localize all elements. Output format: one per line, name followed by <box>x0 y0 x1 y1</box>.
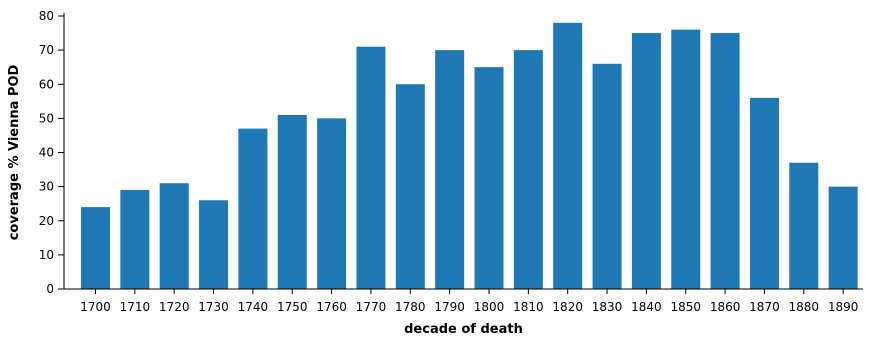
bar-1820 <box>553 22 583 289</box>
bar-1740 <box>238 128 268 289</box>
bar-1870 <box>749 97 779 290</box>
x-tick-label-1760: 1760 <box>316 300 347 314</box>
bar-1800 <box>474 67 504 289</box>
x-tick-label-1770: 1770 <box>356 300 387 314</box>
x-tick-label-1730: 1730 <box>198 300 229 314</box>
x-tick-label-1870: 1870 <box>749 300 780 314</box>
bar-1720 <box>159 183 189 289</box>
x-tick-label-1750: 1750 <box>277 300 308 314</box>
x-tick-label-1780: 1780 <box>395 300 426 314</box>
y-tick-label-20: 20 <box>39 214 54 228</box>
x-tick-label-1840: 1840 <box>631 300 662 314</box>
x-tick-label-1850: 1850 <box>670 300 701 314</box>
bar-1780 <box>395 84 425 289</box>
x-tick-label-1830: 1830 <box>592 300 623 314</box>
x-tick-label-1890: 1890 <box>828 300 859 314</box>
y-tick-label-60: 60 <box>39 77 54 91</box>
bar-1830 <box>592 63 622 289</box>
bar-1700 <box>81 207 110 289</box>
x-tick-label-1700: 1700 <box>80 300 111 314</box>
bar-1810 <box>513 50 543 290</box>
x-tick-label-1860: 1860 <box>710 300 741 314</box>
y-tick-label-10: 10 <box>39 248 54 262</box>
x-tick-label-1740: 1740 <box>238 300 269 314</box>
y-tick-label-30: 30 <box>39 180 54 194</box>
x-tick-label-1800: 1800 <box>474 300 505 314</box>
bars-layer <box>81 22 858 290</box>
x-tick-label-1720: 1720 <box>159 300 190 314</box>
y-tick-label-50: 50 <box>39 111 54 125</box>
y-tick-label-80: 80 <box>39 9 54 23</box>
bar-1860 <box>710 33 740 290</box>
y-tick-label-0: 0 <box>46 282 54 296</box>
y-tick-label-70: 70 <box>39 43 54 57</box>
bar-1840 <box>631 33 661 290</box>
bar-1750 <box>277 114 307 290</box>
bar-1850 <box>671 29 701 290</box>
x-tick-label-1790: 1790 <box>434 300 465 314</box>
x-tick-label-1880: 1880 <box>789 300 820 314</box>
y-axis-title: coverage % Vienna POD <box>7 65 22 241</box>
bar-1710 <box>120 190 150 289</box>
x-axis-ticks: 1700 1710 1720 1730 1740 1750 1760 1770 1780 1790… <box>80 289 858 314</box>
y-axis-ticks: 0 10 20 30 40 50 60 70 80 <box>39 9 64 296</box>
bar-1890 <box>828 186 858 290</box>
x-tick-label-1810: 1810 <box>513 300 544 314</box>
bar-1790 <box>435 50 465 290</box>
bar-1770 <box>356 46 386 290</box>
x-tick-label-1820: 1820 <box>552 300 583 314</box>
y-tick-label-40: 40 <box>39 146 54 160</box>
x-tick-label-1710: 1710 <box>120 300 151 314</box>
x-axis-title: decade of death <box>404 322 523 337</box>
bar-1730 <box>199 200 229 289</box>
bar-1760 <box>317 118 347 290</box>
bar-1880 <box>789 162 819 289</box>
